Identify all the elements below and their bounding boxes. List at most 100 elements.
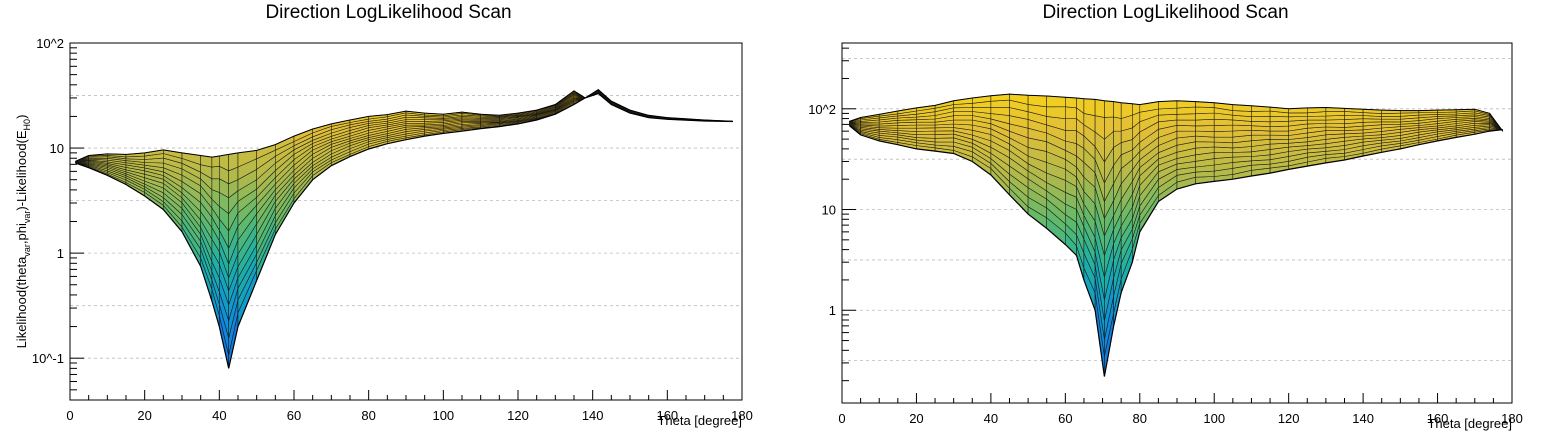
x-tick-label: 120 — [507, 408, 529, 423]
surface-cell — [211, 165, 220, 180]
surface-cell — [1176, 113, 1196, 121]
surface-cell — [1269, 116, 1290, 123]
surface — [849, 93, 1504, 377]
y-tick-label: 10^2 — [36, 36, 64, 51]
surface-cell — [1195, 106, 1215, 115]
y-tick-label: 10^-1 — [32, 351, 64, 366]
x-tick-label: 160 — [1427, 411, 1449, 426]
x-tick-label: 180 — [731, 408, 753, 423]
surface-cell — [1325, 111, 1345, 117]
surface-cell — [1325, 130, 1345, 136]
surface-cell — [916, 121, 936, 126]
surface-cell — [953, 119, 973, 126]
surface-cell — [934, 127, 954, 132]
surface-cell — [1269, 134, 1290, 140]
surface-cell — [1046, 106, 1066, 120]
x-tick-label: 180 — [1501, 411, 1523, 426]
surface-upper-edge — [849, 93, 1504, 132]
surface-cell — [953, 115, 973, 121]
surface-cell — [1195, 141, 1215, 149]
x-tick-label: 140 — [582, 408, 604, 423]
surface-cell — [897, 127, 917, 132]
surface-cell — [1251, 121, 1271, 128]
surface-cell — [1381, 118, 1401, 123]
surface-cell — [1158, 100, 1178, 110]
surface-cell — [1269, 130, 1290, 136]
chart-title: Direction LogLikelihood Scan — [1042, 2, 1289, 23]
surface-lower-edge — [849, 125, 1503, 377]
y-tick-label: 10 — [822, 203, 836, 218]
surface-cell — [1344, 115, 1364, 120]
x-tick-label: 80 — [1133, 411, 1147, 426]
x-tick-label: 0 — [838, 411, 845, 426]
surface-cell — [1064, 130, 1077, 144]
surface-cell — [1251, 116, 1271, 123]
surface-cell — [1094, 99, 1105, 118]
y-axis: 10^-1 1 10 10^2 — [32, 36, 84, 401]
x-tick-label: 80 — [361, 408, 375, 423]
x-tick-label: 160 — [656, 408, 678, 423]
x-tick-label: 20 — [909, 411, 923, 426]
chart-title: Direction LogLikelihood Scan — [265, 2, 512, 23]
surface-cell — [1288, 112, 1308, 118]
x-tick-label: 120 — [1278, 411, 1300, 426]
surface-cell — [916, 124, 936, 129]
surface-cell — [1306, 119, 1327, 125]
y-axis-title-subscript: var — [22, 244, 32, 257]
y-axis-title-subscript: var — [22, 211, 32, 224]
surface-cell — [211, 178, 220, 193]
surface-cell — [1195, 125, 1215, 133]
surface-cell — [1232, 124, 1252, 132]
surface-cell — [1325, 123, 1345, 128]
surface-cell — [1064, 106, 1077, 120]
y-axis-title-part: )-Likelihood(E — [14, 130, 29, 211]
x-tick-label: 100 — [1203, 411, 1225, 426]
surface-cell — [1176, 119, 1196, 127]
y-axis-title-part: ) — [14, 115, 29, 119]
surface-cell — [1213, 118, 1234, 126]
surface-cell — [405, 119, 426, 122]
surface-cell — [1251, 110, 1271, 118]
surface-cell — [1195, 130, 1215, 138]
x-tick-label: 60 — [1058, 411, 1072, 426]
x-tick-label: 140 — [1352, 411, 1374, 426]
x-tick-label: 100 — [432, 408, 454, 423]
x-tick-label: 40 — [984, 411, 998, 426]
surface-cell — [953, 107, 973, 112]
y-axis-title-subscript: H0 — [22, 119, 32, 131]
chart-panel-right: Direction LogLikelihood Scan 0 20 40 60 80 10… — [777, 0, 1554, 438]
x-axis-title: Theta [degree] — [1427, 416, 1512, 431]
x-axis-title: Theta [degree] — [657, 413, 742, 428]
y-axis-title-part: Likelihood(theta — [14, 256, 29, 349]
surface — [75, 88, 734, 369]
surface-cell — [916, 134, 936, 139]
surface-cell — [1381, 121, 1401, 126]
surface-cell — [1046, 95, 1066, 108]
y-tick-label: 10 — [50, 141, 64, 156]
y-tick-label: 1 — [57, 246, 64, 261]
surface-cell — [211, 155, 220, 168]
surface-cell — [1176, 124, 1196, 132]
surface-cell — [1064, 118, 1077, 132]
surface-cell — [1104, 100, 1115, 118]
y-tick-label: 10^2 — [808, 102, 836, 117]
y-axis-title-part: ,phi — [14, 223, 29, 244]
surface-cell — [1213, 130, 1234, 138]
surface-cell — [1213, 136, 1234, 144]
surface-cell — [934, 130, 954, 135]
x-tick-label: 60 — [287, 408, 301, 423]
surface-cell — [1083, 98, 1096, 117]
y-axis: 1 10 10^2 — [808, 47, 856, 382]
surface-lower-edge — [75, 92, 733, 369]
x-tick-label: 0 — [66, 408, 73, 423]
surface-cell — [953, 111, 973, 117]
surface-cell — [1288, 116, 1308, 122]
surface-cell — [1213, 124, 1234, 133]
surface-cell — [1269, 138, 1290, 145]
surface-cell — [1195, 112, 1215, 121]
chart-panel-left: Direction LogLikelihood Scan 0 20 40 60 80 10… — [14, 2, 753, 428]
